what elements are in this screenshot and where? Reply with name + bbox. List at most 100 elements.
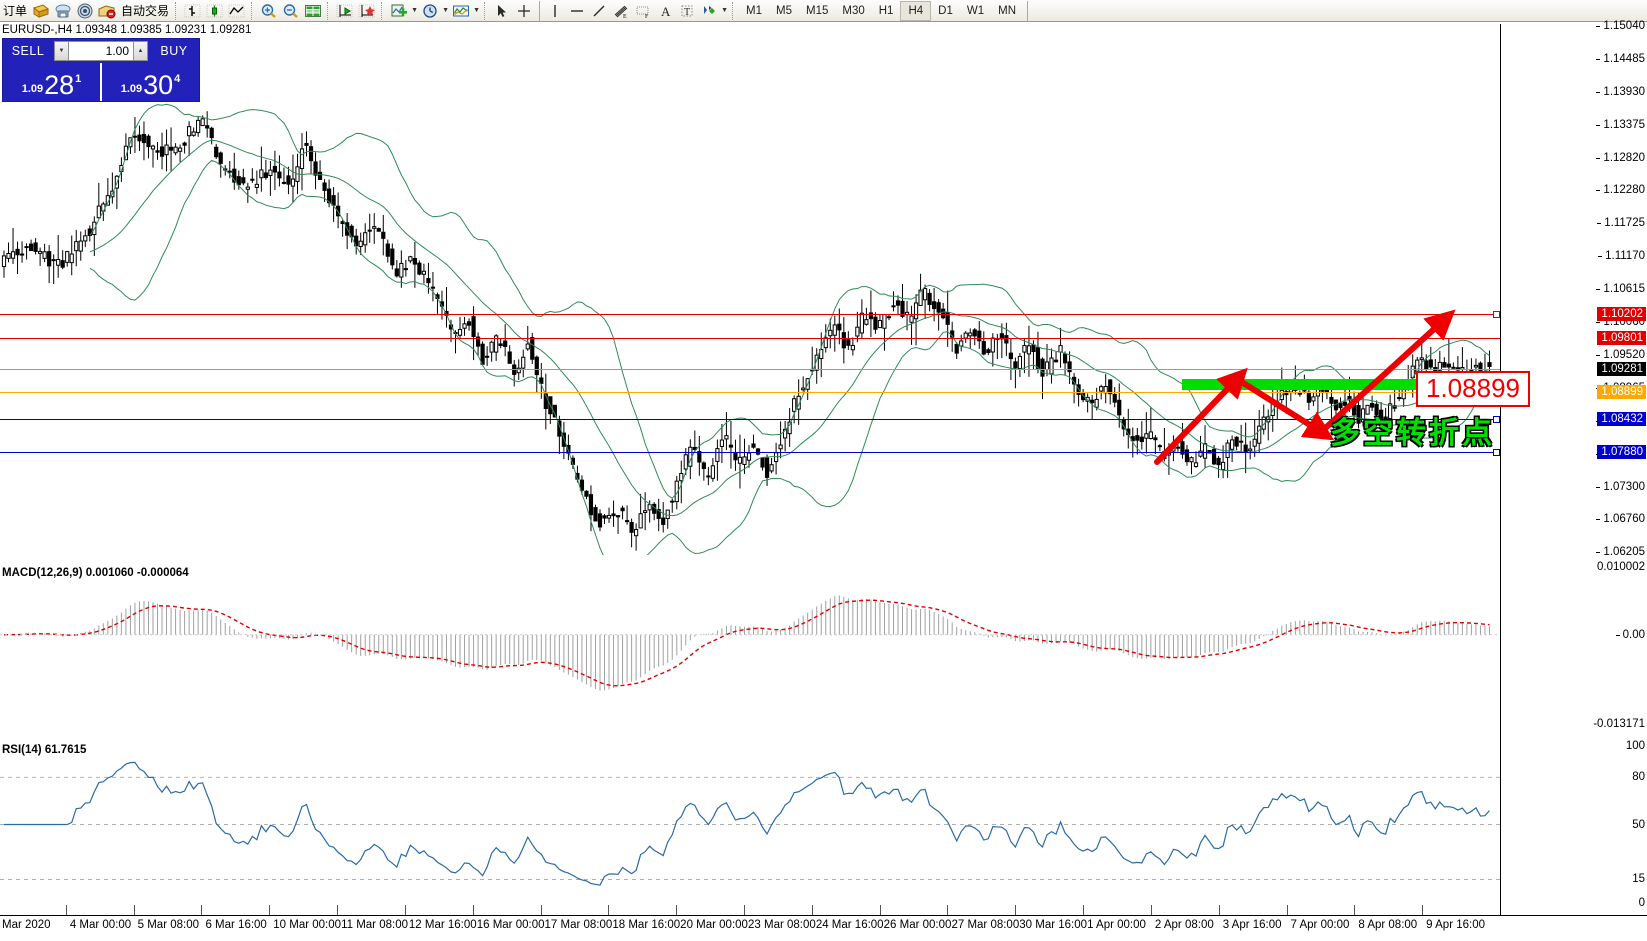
bar-chart-icon[interactable] <box>182 1 204 21</box>
one-click-trade-panel[interactable]: SELL ▼ 1.00 ▲ BUY 1.09 28 1 1.09 30 4 <box>2 38 200 102</box>
price-tick: 1.09520 <box>1596 349 1645 361</box>
volume-stepper[interactable]: ▼ 1.00 ▲ <box>54 41 148 61</box>
time-tick <box>65 905 67 915</box>
time-label: 3 Apr 16:00 <box>1222 919 1282 931</box>
time-label: 27 Mar 08:00 <box>951 919 1020 931</box>
autotrade-icon[interactable] <box>96 1 118 21</box>
indicators-add-icon[interactable] <box>388 1 410 21</box>
scroll-end-icon[interactable] <box>334 1 356 21</box>
price-level-label[interactable]: 1.10202 <box>1597 307 1646 322</box>
fibo-icon[interactable]: E <box>610 1 632 21</box>
shapes-dropdown-arrow-icon[interactable]: ▼ <box>721 7 728 14</box>
templates-icon[interactable] <box>450 1 472 21</box>
cloud-print-icon[interactable] <box>52 1 74 21</box>
sell-price[interactable]: 1.09 28 1 <box>3 63 100 101</box>
label-icon[interactable]: T <box>676 1 698 21</box>
time-label: 30 Mar 16:00 <box>1019 919 1088 931</box>
time-tick <box>608 905 610 915</box>
volume-decrement-icon[interactable]: ▼ <box>54 41 69 61</box>
sell-button[interactable]: SELL <box>11 44 45 58</box>
period-dropdown-arrow-icon[interactable]: ▼ <box>442 7 449 14</box>
wallet-icon[interactable] <box>30 1 52 21</box>
price-level-line[interactable] <box>0 391 1500 393</box>
price-level-line[interactable] <box>0 419 1500 421</box>
time-tick <box>472 905 474 915</box>
price-tick: 1.11725 <box>1597 217 1645 229</box>
timeframe-group[interactable]: M1 M5 M15 M30 H1 H4 D1 W1 MN <box>739 0 1023 21</box>
price-level-line[interactable] <box>0 337 1500 339</box>
svg-text:F: F <box>645 14 649 19</box>
cursor-icon[interactable] <box>491 1 513 21</box>
vline-icon[interactable] <box>544 1 566 21</box>
timeframe-m30[interactable]: M30 <box>842 4 865 17</box>
price-level-line[interactable] <box>0 368 1500 370</box>
volume-input[interactable]: 1.00 <box>69 41 133 61</box>
buy-price-prefix: 1.09 <box>120 83 143 95</box>
zoom-out-icon[interactable] <box>280 1 302 21</box>
rsi-pane[interactable] <box>0 740 1647 915</box>
buy-price-big: 30 <box>143 70 174 100</box>
macd-pane[interactable] <box>0 563 1647 734</box>
trendline-icon[interactable] <box>588 1 610 21</box>
time-tick <box>676 905 678 915</box>
price-tick: 1.06205 <box>1596 546 1645 558</box>
timeframe-m15[interactable]: M15 <box>806 4 829 17</box>
rsi-tick: 0 <box>1638 897 1645 909</box>
time-tick <box>879 905 881 915</box>
buy-price[interactable]: 1.09 30 4 <box>102 63 199 101</box>
order-label[interactable]: 订单 <box>3 4 28 18</box>
price-callout-box: 1.08899 <box>1416 371 1530 407</box>
level-handle[interactable] <box>1493 311 1500 319</box>
data-window-icon[interactable] <box>302 1 324 21</box>
toolbar-separator-1 <box>175 1 179 20</box>
volume-increment-icon[interactable]: ▲ <box>133 41 148 61</box>
level-handle[interactable] <box>1493 449 1500 457</box>
indicators-dropdown-arrow-icon[interactable]: ▼ <box>411 7 418 14</box>
shift-end-icon[interactable] <box>356 1 378 21</box>
timeframe-h1[interactable]: H1 <box>878 4 894 17</box>
level-handle[interactable] <box>1493 416 1500 424</box>
price-level-line[interactable] <box>0 452 1500 454</box>
support-zone-highlight <box>1182 379 1420 390</box>
candlestick-icon[interactable] <box>204 1 226 21</box>
price-level-label[interactable]: 1.09801 <box>1597 330 1646 345</box>
period-icon[interactable] <box>419 1 441 21</box>
macd-tick: 0.010002 <box>1597 561 1645 573</box>
text-icon[interactable]: A <box>654 1 676 21</box>
channel-icon[interactable]: F <box>632 1 654 21</box>
price-level-label[interactable]: 1.08432 <box>1597 412 1646 427</box>
time-tick <box>1083 905 1085 915</box>
sell-price-big: 28 <box>44 70 75 100</box>
price-level-label[interactable]: 1.08899 <box>1597 384 1646 399</box>
timeframe-d1[interactable]: D1 <box>938 4 953 17</box>
buy-button[interactable]: BUY <box>160 44 188 58</box>
price-chart-pane[interactable] <box>0 24 1647 555</box>
timeframe-h4[interactable]: H4 <box>900 0 932 21</box>
time-label: 10 Mar 00:00 <box>273 919 342 931</box>
time-label: 11 Mar 08:00 <box>341 919 408 931</box>
time-tick <box>744 905 745 915</box>
timeframe-mn[interactable]: MN <box>998 4 1016 17</box>
timeframe-w1[interactable]: W1 <box>966 4 985 17</box>
price-level-label[interactable]: 1.09281 <box>1597 361 1646 376</box>
toolbar-split-1 <box>539 0 541 21</box>
shapes-icon[interactable] <box>698 1 720 21</box>
autotrade-label[interactable]: 自动交易 <box>121 4 170 18</box>
hline-icon[interactable] <box>566 1 588 21</box>
main-toolbar[interactable]: 订单 自动交易 ▼ ▼ ▼ <box>0 0 1647 22</box>
svg-text:T: T <box>684 7 690 18</box>
time-label: 9 Apr 16:00 <box>1426 919 1485 931</box>
price-level-label[interactable]: 1.07880 <box>1597 445 1646 460</box>
price-level-line[interactable] <box>0 314 1500 316</box>
timeframe-m5[interactable]: M5 <box>776 4 792 17</box>
time-tick <box>1015 905 1017 915</box>
chinese-annotation-text: 多空转折点 <box>1330 416 1495 451</box>
line-chart-icon[interactable] <box>226 1 248 21</box>
crosshair-icon[interactable] <box>513 1 535 21</box>
signal-icon[interactable] <box>74 1 96 21</box>
templates-dropdown-arrow-icon[interactable]: ▼ <box>473 7 480 14</box>
timeframe-m1[interactable]: M1 <box>746 4 763 17</box>
toolbar-split-2 <box>1027 0 1028 21</box>
time-label: 1 Apr 00:00 <box>1087 919 1146 931</box>
zoom-in-icon[interactable] <box>258 1 280 21</box>
